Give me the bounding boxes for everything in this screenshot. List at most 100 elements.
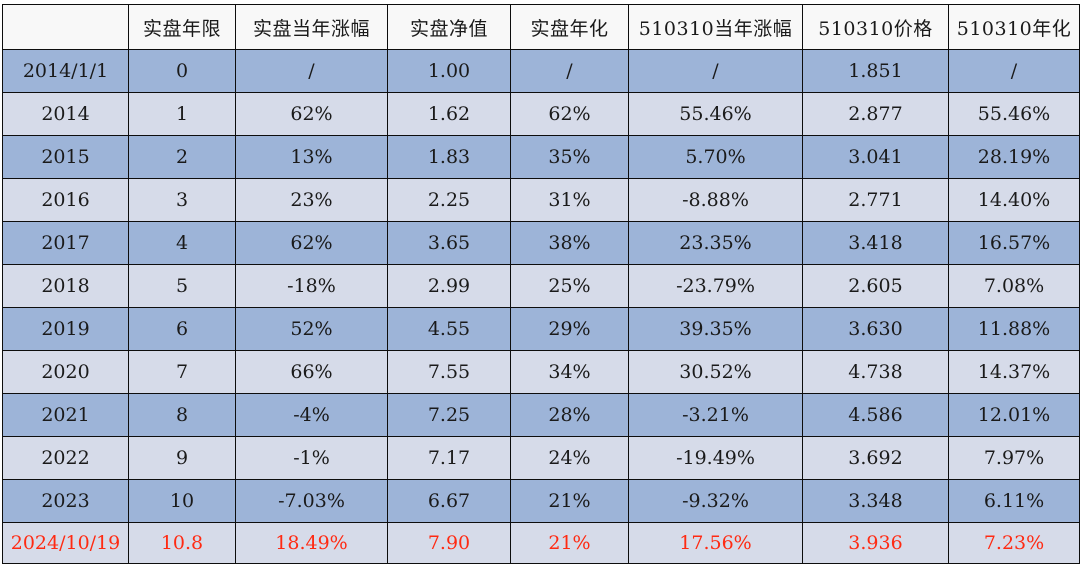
cell-date: 2014 (2, 92, 129, 136)
cell-years: 4 (128, 221, 236, 265)
cell-net-value: 2.25 (387, 178, 511, 222)
cell-years: 10.8 (128, 522, 236, 564)
cell-annual-gain: 62% (235, 221, 388, 265)
cell-etf-annual-gain: 30.52% (628, 350, 803, 394)
cell-annual-gain: 52% (235, 307, 388, 351)
cell-net-value: 3.65 (387, 221, 511, 265)
cell-annualized: 62% (510, 92, 629, 136)
cell-annual-gain: -7.03% (235, 479, 388, 523)
cell-etf-annual-gain: -8.88% (628, 178, 803, 222)
table-row: 2021 8 -4% 7.25 28% -3.21% 4.586 12.01% (2, 393, 1080, 437)
table-row: 2018 5 -18% 2.99 25% -23.79% 2.605 7.08% (2, 264, 1080, 308)
table-row: 2019 6 52% 4.55 29% 39.35% 3.630 11.88% (2, 307, 1080, 351)
cell-etf-annual-gain: 55.46% (628, 92, 803, 136)
cell-date: 2018 (2, 264, 129, 308)
cell-date: 2021 (2, 393, 129, 437)
table-row-current: 2024/10/19 10.8 18.49% 7.90 21% 17.56% 3… (2, 522, 1080, 564)
cell-etf-annual-gain: -19.49% (628, 436, 803, 480)
cell-annual-gain: 18.49% (235, 522, 388, 564)
cell-etf-annual-gain: -3.21% (628, 393, 803, 437)
cell-etf-annualized: 7.08% (948, 264, 1080, 308)
cell-annual-gain: 62% (235, 92, 388, 136)
header-etf-annualized: 510310年化 (948, 4, 1080, 50)
cell-annualized: 28% (510, 393, 629, 437)
cell-date: 2020 (2, 350, 129, 394)
cell-annualized: / (510, 49, 629, 93)
cell-etf-annualized: 12.01% (948, 393, 1080, 437)
cell-etf-annual-gain: 39.35% (628, 307, 803, 351)
cell-net-value: 1.00 (387, 49, 511, 93)
cell-etf-annualized: 14.40% (948, 178, 1080, 222)
cell-annualized: 21% (510, 479, 629, 523)
table-row: 2014 1 62% 1.62 62% 55.46% 2.877 55.46% (2, 92, 1080, 136)
cell-annualized: 29% (510, 307, 629, 351)
cell-annualized: 34% (510, 350, 629, 394)
header-years: 实盘年限 (128, 4, 236, 50)
cell-annualized: 24% (510, 436, 629, 480)
cell-date: 2016 (2, 178, 129, 222)
cell-annualized: 38% (510, 221, 629, 265)
header-etf-annual-gain: 510310当年涨幅 (628, 4, 803, 50)
cell-etf-price: 1.851 (802, 49, 949, 93)
performance-table: 实盘年限 实盘当年涨幅 实盘净值 实盘年化 510310当年涨幅 510310价… (2, 4, 1080, 564)
cell-years: 1 (128, 92, 236, 136)
cell-annual-gain: 13% (235, 135, 388, 179)
cell-etf-price: 3.041 (802, 135, 949, 179)
cell-annual-gain: 23% (235, 178, 388, 222)
cell-etf-annualized: 6.11% (948, 479, 1080, 523)
header-net-value: 实盘净值 (387, 4, 511, 50)
table-row: 2020 7 66% 7.55 34% 30.52% 4.738 14.37% (2, 350, 1080, 394)
cell-net-value: 7.90 (387, 522, 511, 564)
cell-annual-gain: -1% (235, 436, 388, 480)
cell-date: 2015 (2, 135, 129, 179)
cell-etf-annual-gain: 23.35% (628, 221, 803, 265)
cell-etf-annualized: 55.46% (948, 92, 1080, 136)
header-annualized: 实盘年化 (510, 4, 629, 50)
cell-years: 0 (128, 49, 236, 93)
cell-etf-annualized: 11.88% (948, 307, 1080, 351)
cell-net-value: 7.25 (387, 393, 511, 437)
cell-etf-annual-gain: -23.79% (628, 264, 803, 308)
header-row: 实盘年限 实盘当年涨幅 实盘净值 实盘年化 510310当年涨幅 510310价… (2, 4, 1080, 50)
cell-years: 10 (128, 479, 236, 523)
table-row: 2017 4 62% 3.65 38% 23.35% 3.418 16.57% (2, 221, 1080, 265)
cell-etf-annual-gain: -9.32% (628, 479, 803, 523)
cell-years: 6 (128, 307, 236, 351)
cell-net-value: 6.67 (387, 479, 511, 523)
cell-etf-annualized: 7.23% (948, 522, 1080, 564)
header-etf-price: 510310价格 (802, 4, 949, 50)
cell-annual-gain: 66% (235, 350, 388, 394)
cell-date: 2023 (2, 479, 129, 523)
cell-etf-annual-gain: / (628, 49, 803, 93)
cell-date: 2014/1/1 (2, 49, 129, 93)
cell-etf-price: 4.738 (802, 350, 949, 394)
cell-etf-annualized: 28.19% (948, 135, 1080, 179)
table-row: 2022 9 -1% 7.17 24% -19.49% 3.692 7.97% (2, 436, 1080, 480)
cell-date: 2022 (2, 436, 129, 480)
cell-net-value: 7.17 (387, 436, 511, 480)
table-row: 2023 10 -7.03% 6.67 21% -9.32% 3.348 6.1… (2, 479, 1080, 523)
cell-net-value: 4.55 (387, 307, 511, 351)
cell-etf-annual-gain: 17.56% (628, 522, 803, 564)
header-annual-gain: 实盘当年涨幅 (235, 4, 388, 50)
cell-annualized: 25% (510, 264, 629, 308)
cell-net-value: 1.62 (387, 92, 511, 136)
cell-etf-annualized: 14.37% (948, 350, 1080, 394)
cell-etf-price: 3.936 (802, 522, 949, 564)
cell-annual-gain: -18% (235, 264, 388, 308)
cell-annualized: 31% (510, 178, 629, 222)
cell-etf-price: 3.348 (802, 479, 949, 523)
cell-years: 3 (128, 178, 236, 222)
cell-years: 2 (128, 135, 236, 179)
cell-net-value: 1.83 (387, 135, 511, 179)
cell-annualized: 21% (510, 522, 629, 564)
table-row: 2014/1/1 0 / 1.00 / / 1.851 / (2, 49, 1080, 93)
cell-years: 7 (128, 350, 236, 394)
cell-etf-price: 3.418 (802, 221, 949, 265)
cell-etf-price: 3.692 (802, 436, 949, 480)
cell-years: 5 (128, 264, 236, 308)
cell-etf-price: 2.877 (802, 92, 949, 136)
cell-annualized: 35% (510, 135, 629, 179)
table-row: 2015 2 13% 1.83 35% 5.70% 3.041 28.19% (2, 135, 1080, 179)
